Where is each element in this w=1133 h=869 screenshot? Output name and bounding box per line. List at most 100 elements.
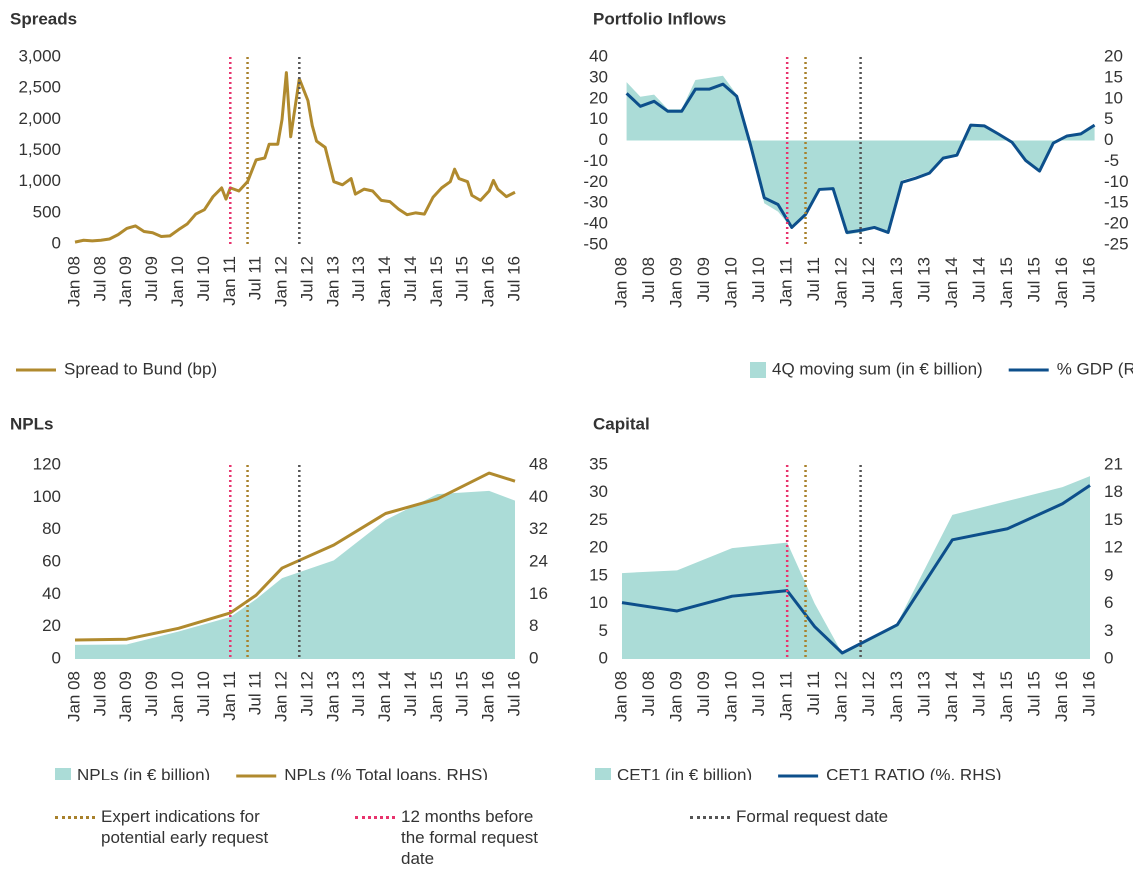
x-tick-label: Jul 10 [749, 257, 768, 302]
y-tick-label: 80 [42, 519, 61, 538]
x-tick-label: Jan 10 [168, 671, 187, 722]
ref-legend-label: Expert indications for potential early r… [101, 807, 269, 847]
y2-tick-label: 0 [1104, 130, 1113, 149]
y-tick-label: 100 [33, 487, 61, 506]
y2-tick-label: -5 [1104, 151, 1119, 170]
x-tick-label: Jul 08 [639, 257, 658, 302]
x-tick-label: Jul 12 [297, 256, 316, 301]
chart-title: Spreads [10, 9, 77, 28]
chart-title: Capital [593, 414, 650, 433]
x-tick-label: Jan 09 [116, 256, 135, 307]
x-tick-label: Jan 11 [220, 256, 239, 306]
x-tick-label: Jul 09 [142, 256, 161, 301]
y2-tick-label: 16 [529, 584, 548, 603]
area [75, 490, 515, 659]
y-tick-label: 0 [52, 233, 61, 252]
y-tick-label: 30 [589, 482, 608, 501]
x-tick-label: Jan 15 [997, 671, 1016, 722]
y-tick-label: 2,500 [18, 78, 61, 97]
x-tick-label: Jul 08 [90, 256, 109, 301]
x-tick-label: Jul 15 [1024, 257, 1043, 302]
y-tick-label: 20 [42, 616, 61, 635]
x-tick-label: Jul 14 [969, 257, 988, 302]
x-tick-label: Jul 09 [142, 671, 161, 716]
x-tick-label: Jul 15 [1024, 671, 1043, 716]
area [626, 75, 1095, 235]
y-tick-label: -50 [583, 234, 608, 253]
x-tick-label: Jul 16 [504, 256, 523, 301]
y2-tick-label: -15 [1104, 193, 1129, 212]
y-tick-label: 500 [33, 202, 61, 221]
x-tick-label: Jul 11 [246, 671, 265, 715]
legend-label: Spread to Bund (bp) [64, 359, 217, 378]
x-tick-label: Jul 11 [804, 257, 823, 301]
y2-tick-label: 6 [1104, 593, 1113, 612]
x-tick-label: Jul 16 [1079, 257, 1098, 302]
charts: Spreads05001,0001,5002,0002,5003,000Jan … [10, 9, 1133, 780]
x-tick-label: Jan 09 [667, 257, 686, 308]
y-tick-label: -30 [583, 193, 608, 212]
line [625, 82, 1096, 234]
x-tick-label: Jul 14 [401, 671, 420, 716]
ref-swatch [355, 816, 395, 819]
x-tick-label: Jan 11 [777, 257, 796, 307]
x-tick-label: Jul 14 [969, 671, 988, 716]
ref-swatch [690, 816, 730, 819]
y-tick-label: 35 [589, 454, 608, 473]
line [621, 484, 1091, 655]
x-tick-label: Jan 14 [375, 671, 394, 722]
legend-swatch [55, 768, 71, 780]
x-tick-label: Jul 13 [349, 256, 368, 301]
x-tick-label: Jan 16 [479, 256, 498, 307]
ref-legend-label: 12 months before the formal request date [401, 807, 539, 868]
x-tick-label: Jan 10 [722, 671, 741, 722]
x-tick-label: Jan 16 [1052, 257, 1071, 308]
x-tick-label: Jan 08 [611, 257, 630, 308]
x-tick-label: Jan 14 [942, 671, 961, 722]
y-tick-label: -20 [583, 172, 608, 191]
y-tick-label: 40 [589, 46, 608, 65]
legend-label: 4Q moving sum (in € billion) [772, 359, 983, 378]
y-tick-label: 10 [589, 109, 608, 128]
x-tick-label: Jan 08 [611, 671, 630, 722]
x-tick-label: Jan 16 [1052, 671, 1071, 722]
x-tick-label: Jul 12 [859, 257, 878, 302]
x-tick-label: Jul 08 [639, 671, 658, 716]
x-tick-label: Jul 09 [694, 257, 713, 302]
y-tick-label: 60 [42, 551, 61, 570]
y2-tick-label: 15 [1104, 67, 1123, 86]
x-tick-label: Jan 12 [832, 671, 851, 722]
y-tick-label: -10 [583, 151, 608, 170]
x-tick-label: Jan 13 [323, 256, 342, 307]
x-tick-label: Jul 12 [859, 671, 878, 716]
x-tick-label: Jan 09 [116, 671, 135, 722]
y2-tick-label: 12 [1104, 538, 1123, 557]
chart-title: NPLs [10, 414, 53, 433]
x-tick-label: Jan 13 [323, 671, 342, 722]
y-tick-label: 2,000 [18, 109, 61, 128]
x-tick-label: Jul 13 [914, 257, 933, 302]
y-tick-label: 5 [599, 621, 608, 640]
line [74, 71, 516, 244]
x-tick-label: Jan 09 [667, 671, 686, 722]
ref-legend-item: 12 months before the formal request date [355, 806, 561, 869]
ref-swatch [55, 816, 95, 819]
y-tick-label: 1,000 [18, 171, 61, 190]
x-tick-label: Jan 08 [64, 256, 83, 307]
x-tick-label: Jan 13 [887, 671, 906, 722]
x-tick-label: Jul 15 [453, 256, 472, 301]
legend-label: NPLs (in € billion) [77, 765, 210, 780]
y2-tick-label: 40 [529, 487, 548, 506]
x-tick-label: Jan 11 [777, 671, 796, 721]
y-tick-label: 1,500 [18, 140, 61, 159]
x-tick-label: Jan 15 [997, 257, 1016, 308]
x-tick-label: Jan 15 [427, 671, 446, 722]
x-tick-label: Jul 11 [804, 671, 823, 715]
y2-tick-label: 24 [529, 551, 548, 570]
y2-tick-label: 48 [529, 454, 548, 473]
chart-title: Portfolio Inflows [593, 9, 726, 28]
x-tick-label: Jul 15 [453, 671, 472, 716]
x-tick-label: Jan 08 [64, 671, 83, 722]
y-tick-label: 40 [42, 584, 61, 603]
y2-tick-label: 21 [1104, 454, 1123, 473]
